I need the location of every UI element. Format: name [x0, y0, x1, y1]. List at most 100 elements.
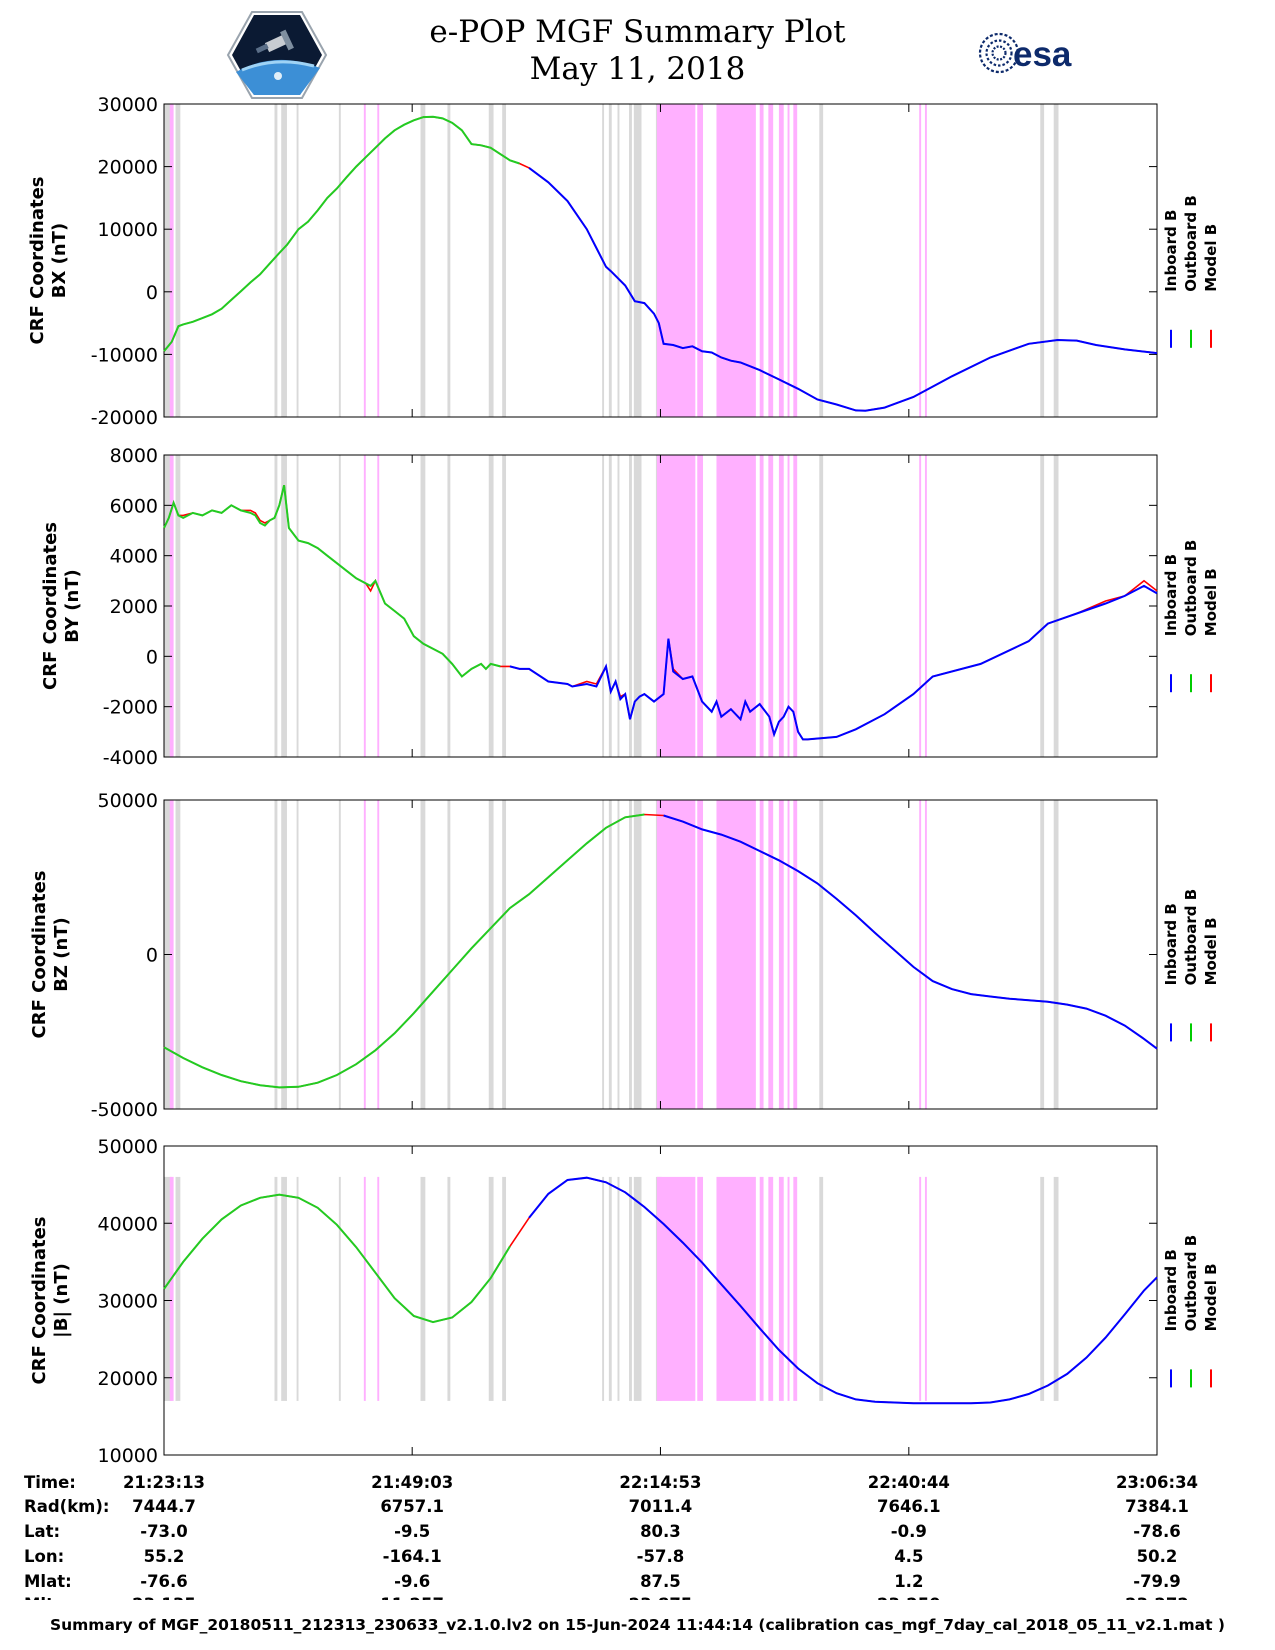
gray-band-10	[602, 455, 605, 757]
magenta-band-6	[759, 104, 764, 417]
info-cell: 23.272	[1125, 1595, 1189, 1600]
y-tick-label: 50000	[98, 790, 158, 812]
gray-band-16	[819, 800, 824, 1109]
y-tick-label: 8000	[110, 445, 158, 467]
legend-label-outboard-b: Outboard B	[1182, 889, 1200, 986]
legend-label-inboard-b: Inboard B	[1162, 903, 1180, 985]
magenta-band-4	[697, 1176, 704, 1401]
date-text: May 11, 2018	[529, 51, 746, 87]
gray-band-5	[338, 455, 341, 757]
magenta-band-7	[768, 800, 774, 1109]
y-tick-label: 6000	[110, 495, 158, 517]
magenta-band-12	[924, 455, 927, 757]
gray-band-9	[502, 455, 507, 757]
gray-band-16	[819, 1176, 824, 1401]
gray-band-17	[1040, 104, 1045, 417]
esa-logo: esa	[978, 32, 1072, 74]
y-tick-label: 0	[146, 945, 158, 967]
magenta-band-8	[778, 104, 784, 417]
gray-band-13	[629, 800, 632, 1109]
magenta-band-1	[363, 800, 366, 1109]
magenta-band-3	[656, 455, 696, 757]
magenta-band-4	[697, 800, 704, 1109]
gray-band-4	[296, 104, 299, 417]
magenta-band-12	[924, 1176, 927, 1401]
cassiope-logo	[226, 11, 328, 99]
series-group	[163, 115, 1158, 412]
gray-band-3	[281, 455, 287, 757]
y-tick-label: 20000	[98, 157, 158, 179]
gray-band-8	[488, 104, 494, 417]
gray-band-1	[175, 104, 181, 417]
info-cell: 50.2	[1137, 1547, 1178, 1566]
inboard-b-line	[663, 814, 1158, 1050]
gray-band-4	[296, 800, 299, 1109]
gray-band-9	[502, 800, 507, 1109]
gray-band-18	[1053, 104, 1059, 417]
gray-band-18	[1053, 455, 1059, 757]
gray-band-13	[629, 455, 632, 757]
plot-title: e-POP MGF Summary Plot May 11, 2018	[0, 14, 1275, 88]
gray-band-9	[502, 104, 507, 417]
info-cell: -78.6	[1133, 1522, 1181, 1541]
info-cell: -9.6	[394, 1572, 430, 1591]
magenta-band-12	[924, 800, 927, 1109]
magenta-band-2	[377, 1176, 380, 1401]
gray-band-14	[633, 455, 642, 757]
esa-logo-text: esa	[1013, 35, 1072, 74]
info-cell: -164.1	[383, 1547, 442, 1566]
legend: Inboard B Outboard B Model B	[1162, 195, 1220, 348]
info-cell: 7384.1	[1125, 1497, 1189, 1516]
info-cell: 21:23:13	[123, 1473, 205, 1492]
info-cell: 7444.7	[132, 1497, 196, 1516]
magenta-band-9	[787, 1176, 790, 1401]
magenta-band-5	[716, 800, 756, 1109]
info-cell: 21:49:03	[371, 1473, 453, 1492]
magenta-band-2	[377, 800, 380, 1109]
y-tick-label: -20000	[91, 407, 158, 429]
magenta-band-3	[656, 104, 696, 417]
gray-band-16	[819, 104, 824, 417]
magenta-band-9	[787, 104, 790, 417]
y-tick-label: 0	[146, 646, 158, 668]
magenta-band-6	[759, 800, 764, 1109]
gray-band-13	[629, 1176, 632, 1401]
magenta-band-3	[656, 800, 696, 1109]
gray-band-8	[488, 1176, 494, 1401]
info-cell: 1.2	[894, 1572, 923, 1591]
legend: Inboard B Outboard B Model B	[1162, 1235, 1220, 1388]
gray-band-11	[608, 455, 612, 757]
magenta-band-5	[716, 104, 756, 417]
magenta-band-10	[793, 104, 798, 417]
gray-band-0	[164, 104, 172, 417]
y-tick-label: 30000	[98, 94, 158, 116]
gray-band-5	[338, 1176, 341, 1401]
gray-band-3	[281, 1176, 287, 1401]
magenta-band-6	[759, 1176, 764, 1401]
y-tick-label: -50000	[91, 1099, 158, 1121]
gray-band-13	[629, 104, 632, 417]
magenta-band-11	[919, 800, 922, 1109]
gray-band-12	[617, 1176, 620, 1401]
info-cell: -73.0	[140, 1522, 188, 1541]
gray-band-5	[338, 104, 341, 417]
info-cell: 23.250	[877, 1595, 941, 1600]
series-group	[163, 1176, 1158, 1405]
gray-band-1	[175, 455, 181, 757]
y-axis-label: CRF CoordinatesBY (nT)	[40, 522, 83, 690]
info-row-label: Mlt:	[24, 1595, 61, 1600]
y-tick-label: 30000	[98, 1291, 158, 1313]
magenta-band-8	[778, 800, 784, 1109]
legend: Inboard B Outboard B Model B	[1162, 889, 1220, 1042]
magenta-band-12	[924, 104, 927, 417]
gray-band-6	[420, 104, 426, 417]
gray-band-17	[1040, 800, 1045, 1109]
gray-band-7	[447, 1176, 451, 1401]
legend-label-inboard-b: Inboard B	[1162, 1249, 1180, 1331]
inboard-b-line	[528, 1176, 1158, 1405]
gray-band-7	[447, 800, 451, 1109]
panel-bmag: 10000 20000 30000 40000 50000 CRF Coordinates…	[29, 1136, 1220, 1467]
info-cell: 23.135	[132, 1595, 196, 1600]
gray-band-3	[281, 800, 287, 1109]
